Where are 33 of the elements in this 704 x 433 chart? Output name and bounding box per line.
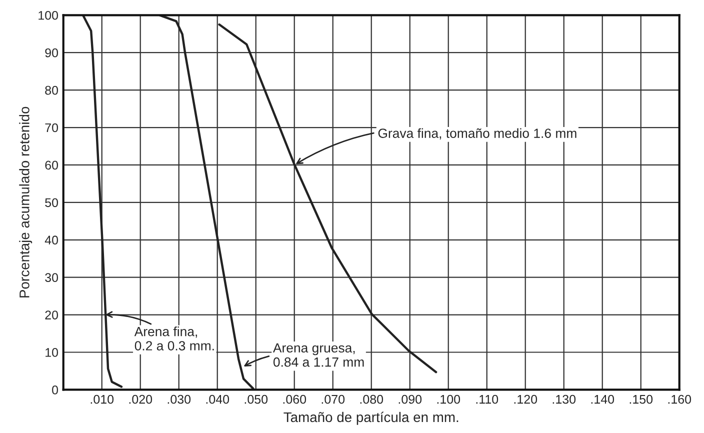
x-tick-label: .070 — [322, 394, 345, 404]
annotation: Arena fina, 0.2 a 0.3 mm. — [134, 326, 214, 350]
x-tick-label: .020 — [129, 394, 152, 404]
x-tick-label: .130 — [552, 394, 576, 404]
x-tick-label: .040 — [206, 394, 230, 404]
x-tick-label: .140 — [591, 394, 614, 404]
x-axis-title: Tamaño de partícula en mm. — [284, 412, 458, 425]
x-tick-label: .050 — [244, 394, 268, 404]
y-tick-label: 80 — [45, 86, 58, 95]
y-tick-label: 0 — [52, 386, 58, 394]
x-tick-label: .030 — [168, 394, 191, 404]
y-tick-label: 10 — [46, 348, 58, 357]
x-tick-label: .080 — [360, 394, 384, 404]
x-tick-label: .060 — [283, 394, 306, 404]
x-tick-label: .160 — [668, 394, 692, 404]
y-tick-label: 50 — [45, 198, 58, 208]
annotation: Arena gruesa, 0.84 a 1.17 mm — [272, 343, 364, 367]
line-series — [82, 15, 123, 388]
y-tick-label: 40 — [44, 236, 58, 245]
x-tick-label: .090 — [398, 394, 422, 404]
y-tick-label: 100 — [38, 10, 58, 20]
y-tick-label: 90 — [45, 48, 58, 58]
y-tick-label: 20 — [45, 310, 58, 320]
y-tick-label: 60 — [45, 160, 58, 170]
x-tick-label: .150 — [630, 394, 653, 404]
y-tick-label: 30 — [45, 273, 58, 282]
x-tick-label: .100 — [437, 394, 460, 404]
x-tick-label: .010 — [90, 394, 114, 404]
annotation: Grava fina, tomaño medio 1.6 mm — [378, 128, 576, 140]
y-axis-title: Porcentaje acumulado retenido — [19, 106, 32, 298]
x-tick-label: .120 — [514, 394, 538, 404]
y-tick-label: 70 — [45, 123, 58, 132]
x-tick-label: .110 — [476, 394, 498, 404]
